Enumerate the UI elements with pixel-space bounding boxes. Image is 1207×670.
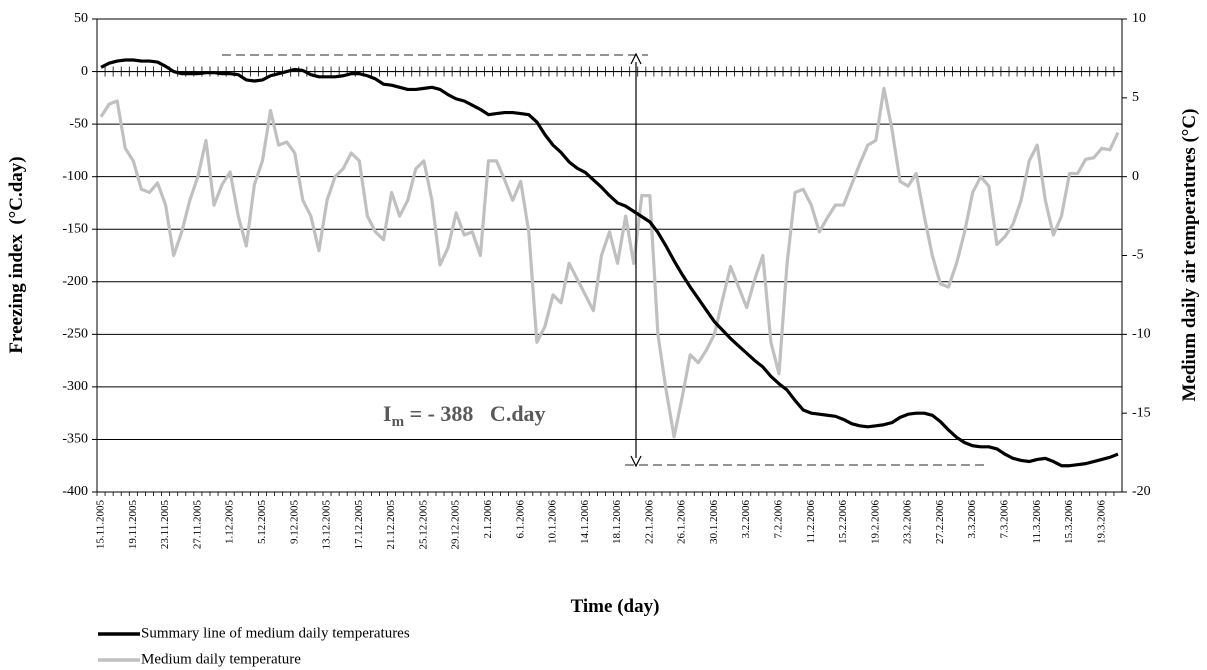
x-tick-label: 7.2.2006 (773, 500, 785, 539)
x-tick-label: 23.11.2005 (159, 500, 171, 550)
x-tick-label: 14.1.2006 (579, 500, 591, 545)
plot-area: -400-350-300-250-200-150-100-50050-20-15… (62, 11, 1150, 549)
y-tick-label: -150 (62, 221, 88, 236)
x-tick-label: 18.1.2006 (611, 500, 623, 545)
annotation: Im = - 388 C.day (383, 401, 546, 430)
x-tick-label: 15.2.2006 (837, 500, 849, 545)
x-tick-label: 27.2.2006 (934, 500, 946, 545)
legend-label: Medium daily temperature (141, 651, 301, 667)
x-tick-label: 15.11.2005 (95, 500, 107, 550)
y-tick-label: -50 (69, 116, 88, 131)
y2-tick-label: -10 (1132, 327, 1151, 342)
x-tick-label: 15.3.2006 (1063, 500, 1075, 545)
x-tick-label: 25.12.2005 (417, 500, 429, 550)
y-tick-label: -400 (62, 484, 88, 499)
x-tick-label: 29.12.2005 (450, 500, 462, 550)
y2-axis-title: Medium daily air temperatures (°C) (1179, 109, 1200, 402)
x-tick-label: 2.1.2006 (482, 500, 494, 539)
y2-tick-label: -15 (1132, 405, 1151, 420)
y2-tick-label: 10 (1132, 11, 1146, 26)
x-tick-label: 19.2.2006 (869, 500, 881, 545)
x-tick-label: 19.11.2005 (127, 500, 139, 550)
y-axis-title: Freezing index (°C.day) (6, 156, 27, 353)
x-tick-label: 3.2.2006 (740, 500, 752, 539)
x-tick-label: 26.1.2006 (676, 500, 688, 545)
x-tick-label: 19.3.2006 (1095, 500, 1107, 545)
y-tick-label: 0 (81, 64, 88, 79)
arrow-head (630, 455, 642, 468)
y2-tick-label: 5 (1132, 90, 1139, 105)
x-tick-label: 3.3.2006 (966, 500, 978, 539)
y2-tick-label: 0 (1132, 169, 1139, 184)
x-tick-label: 22.1.2006 (643, 500, 655, 545)
legend-label: Summary line of medium daily temperature… (141, 625, 410, 641)
y2-tick-label: -20 (1132, 484, 1151, 499)
x-tick-label: 23.2.2006 (902, 500, 914, 545)
x-tick-label: 7.3.2006 (999, 500, 1011, 539)
x-tick-label: 30.1.2006 (708, 500, 720, 545)
y-tick-label: -200 (62, 274, 88, 289)
x-tick-label: 9.12.2005 (288, 500, 300, 545)
x-tick-label: 13.12.2005 (321, 500, 333, 550)
plot-frame (96, 18, 1123, 493)
annotation-text: I (383, 401, 392, 426)
x-tick-label: 27.11.2005 (191, 500, 203, 550)
series-line (100, 58, 1119, 468)
y-tick-label: -300 (62, 379, 88, 394)
x-tick-label: 6.1.2006 (514, 500, 526, 539)
y-tick-label: 50 (74, 11, 88, 26)
arrow-head (630, 52, 642, 65)
y-tick-label: -100 (62, 169, 88, 184)
x-tick-label: 1.12.2005 (224, 500, 236, 545)
x-tick-label: 5.12.2005 (256, 500, 268, 545)
y-tick-label: -350 (62, 432, 88, 447)
x-tick-label: 10.1.2006 (547, 500, 559, 545)
x-tick-label: 11.2.2006 (805, 500, 817, 544)
y2-tick-label: -5 (1132, 248, 1144, 263)
annotation-text: = - 388 C.day (404, 401, 546, 426)
series-line (99, 86, 1120, 439)
y-tick-label: -250 (62, 327, 88, 342)
x-tick-label: 11.3.2006 (1031, 500, 1043, 544)
x-tick-label: 17.12.2005 (353, 500, 365, 550)
x-axis-title: Time (day) (571, 596, 660, 617)
annotation-subscript: m (392, 414, 405, 430)
x-tick-label: 21.12.2005 (385, 500, 397, 550)
